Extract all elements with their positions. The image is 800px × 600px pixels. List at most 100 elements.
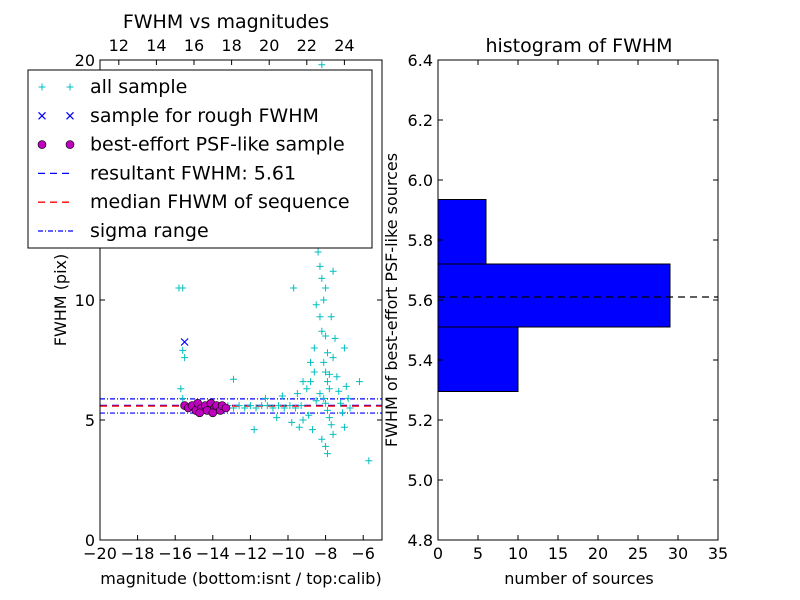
all-sample-point [339, 409, 347, 417]
scatter-x-tick-label: −10 [271, 544, 305, 563]
histogram-x-tick-label: 25 [628, 544, 648, 563]
legend-plus-marker [38, 83, 46, 91]
all-sample-point [310, 368, 318, 376]
all-sample-point [329, 430, 337, 438]
scatter-x-tick-label: −6 [351, 544, 375, 563]
all-sample-point [312, 301, 320, 309]
histogram-x-tick-label: 15 [548, 544, 568, 563]
scatter-x-tick-label: −12 [234, 544, 268, 563]
legend-label: sigma range [90, 220, 209, 242]
rough-fwhm-point [180, 338, 189, 346]
all-sample-point [286, 402, 294, 410]
histogram-chart: histogram of FWHM 0 5 10 15 20 25 30 35 4.8 5.0 5.… [382, 35, 728, 588]
all-sample-point [331, 334, 339, 342]
all-sample-point [292, 404, 300, 412]
all-sample-point [241, 404, 249, 412]
histogram-x-tick-label: 35 [708, 544, 728, 563]
all-sample-point [179, 394, 187, 402]
all-sample-point [269, 404, 277, 412]
all-sample-point [322, 442, 330, 450]
scatter-y-tick-label: 20 [75, 51, 95, 70]
best-effort-point [221, 403, 231, 413]
all-sample-point [346, 404, 354, 412]
histogram-x-tick-label: 30 [668, 544, 688, 563]
all-sample-point [335, 387, 343, 395]
histogram-x-tick-label: 10 [508, 544, 528, 563]
all-sample-point [323, 349, 331, 357]
histogram-bar [437, 263, 671, 328]
all-sample-point [229, 404, 237, 412]
all-sample-point [340, 344, 348, 352]
scatter-y-tick-label: 0 [85, 531, 95, 550]
all-sample-point [320, 394, 328, 402]
histogram-y-tick-label: 6.0 [408, 171, 433, 190]
scatter-chart-title: FWHM vs magnitudes [123, 11, 329, 33]
scatter-x-tick-label: −16 [158, 544, 192, 563]
all-sample-point [303, 385, 311, 393]
legend-entry: sample for rough FWHM [38, 105, 319, 127]
all-sample-point [342, 382, 350, 390]
all-sample-point [278, 392, 286, 400]
all-sample-point [316, 262, 324, 270]
all-sample-point [246, 402, 254, 410]
all-sample-point [325, 385, 333, 393]
scatter-y-tick-label: 5 [85, 411, 95, 430]
all-sample-point [263, 402, 271, 410]
all-sample-point [273, 414, 281, 422]
scatter-x-tick-label: −8 [314, 544, 338, 563]
all-sample-point [323, 450, 331, 458]
all-sample-point [280, 404, 288, 412]
histogram-y-axis-label: FWHM of best-effort PSF-like sources [382, 153, 401, 447]
scatter-top-x-tick-label: 18 [221, 36, 241, 55]
all-sample-point [340, 423, 348, 431]
all-sample-point [318, 274, 326, 282]
all-sample-point [275, 402, 283, 410]
histogram-axis-ticks: 0 5 10 15 20 25 30 35 4.8 5.0 5.2 5.4 5.6 5.8 6.0 6.2 6.… [408, 51, 729, 563]
scatter-x-tick-label: −14 [196, 544, 230, 563]
histogram-y-tick-label: 5.4 [408, 351, 433, 370]
all-sample-point [333, 373, 341, 381]
all-sample-point [305, 411, 313, 419]
legend-entry: best-effort PSF-like sample [37, 134, 345, 156]
best-effort-point [195, 408, 204, 418]
all-sample-point [323, 406, 331, 414]
all-sample-point [316, 390, 324, 398]
histogram-x-tick-label: 0 [433, 544, 443, 563]
all-sample-point [318, 61, 326, 69]
all-sample-point [308, 426, 316, 434]
scatter-x-tick-label: −20 [83, 544, 117, 563]
all-sample-point [322, 332, 330, 340]
histogram-chart-title: histogram of FWHM [485, 35, 672, 57]
scatter-x-axis-label: magnitude (bottom:isnt / top:calib) [100, 569, 381, 588]
all-sample-point [320, 296, 328, 304]
histogram-y-tick-label: 5.8 [408, 231, 433, 250]
all-sample-point [365, 457, 373, 465]
scatter-top-x-tick-label: 14 [146, 36, 166, 55]
scatter-top-x-tick-label: 22 [297, 36, 317, 55]
legend-label: all sample [90, 76, 187, 98]
all-sample-point [288, 418, 296, 426]
all-sample-point [355, 378, 363, 386]
legend-box [27, 69, 373, 249]
legend-label: median FHWM of sequence [90, 191, 350, 213]
histogram-x-axis-label: number of sources [504, 569, 654, 588]
legend-circle-marker [65, 140, 75, 149]
legend-entry: median FHWM of sequence [38, 191, 350, 213]
all-sample-point [325, 370, 333, 378]
legend-x-marker [38, 111, 46, 120]
histogram-y-tick-label: 4.8 [408, 531, 433, 550]
all-sample-point [337, 399, 345, 407]
scatter-top-x-tick-label: 20 [259, 36, 279, 55]
legend-label: sample for rough FWHM [90, 105, 319, 127]
all-sample-point [327, 421, 335, 429]
all-sample-point [318, 435, 326, 443]
all-sample-point [318, 327, 326, 335]
all-sample-point [344, 394, 352, 402]
histogram-y-tick-label: 5.0 [408, 471, 433, 490]
all-sample-point [307, 358, 315, 366]
histogram-y-tick-label: 6.2 [408, 111, 433, 130]
all-sample-point [179, 346, 187, 354]
scatter-x-tick-label: −18 [121, 544, 155, 563]
all-sample-point [323, 378, 331, 386]
